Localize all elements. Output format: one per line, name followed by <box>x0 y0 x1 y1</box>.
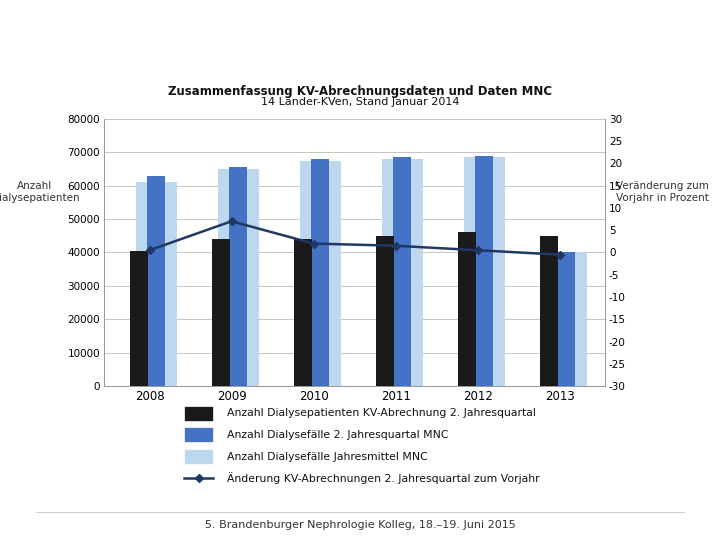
Bar <box>311 159 329 386</box>
Bar <box>212 239 230 386</box>
Text: 14 Länder-KVen, Stand Januar 2014: 14 Länder-KVen, Stand Januar 2014 <box>261 97 459 107</box>
Bar <box>464 157 505 386</box>
Bar <box>130 251 148 386</box>
Bar <box>557 253 575 386</box>
Bar <box>184 427 213 442</box>
Bar <box>184 449 213 464</box>
Bar <box>294 239 312 386</box>
Text: Veränderung zum
Vorjahr in Prozent: Veränderung zum Vorjahr in Prozent <box>616 181 708 202</box>
Text: Anzahl
Dialysepatienten: Anzahl Dialysepatienten <box>0 181 79 202</box>
Text: Anzahl Dialysefälle Jahresmittel MNC: Anzahl Dialysefälle Jahresmittel MNC <box>227 451 428 462</box>
Text: 5. Brandenburger Nephrologie Kolleg, 18.–19. Juni 2015: 5. Brandenburger Nephrologie Kolleg, 18.… <box>204 520 516 530</box>
Bar <box>184 406 213 421</box>
Bar <box>382 159 423 386</box>
Bar <box>546 253 587 386</box>
Bar <box>540 236 558 386</box>
Bar <box>393 157 411 386</box>
Bar <box>376 236 394 386</box>
Text: Vergleich Anzahl Dialysepatienten: Vergleich Anzahl Dialysepatienten <box>37 25 495 49</box>
Bar <box>217 169 258 386</box>
Text: Änderung KV-Abrechnungen 2. Jahresquartal zum Vorjahr: Änderung KV-Abrechnungen 2. Jahresquarta… <box>227 472 539 484</box>
Text: Zusammenfassung KV-Abrechnungsdaten und Daten MNC: Zusammenfassung KV-Abrechnungsdaten und … <box>168 84 552 98</box>
Bar <box>229 167 247 386</box>
Bar <box>147 176 165 386</box>
Bar <box>300 160 341 386</box>
Text: Anzahl Dialysepatienten KV-Abrechnung 2. Jahresquartal: Anzahl Dialysepatienten KV-Abrechnung 2.… <box>227 408 536 418</box>
Bar <box>458 232 476 386</box>
Bar <box>135 183 176 386</box>
Bar <box>475 156 493 386</box>
Text: Anzahl Dialysefälle 2. Jahresquartal MNC: Anzahl Dialysefälle 2. Jahresquartal MNC <box>227 430 449 440</box>
